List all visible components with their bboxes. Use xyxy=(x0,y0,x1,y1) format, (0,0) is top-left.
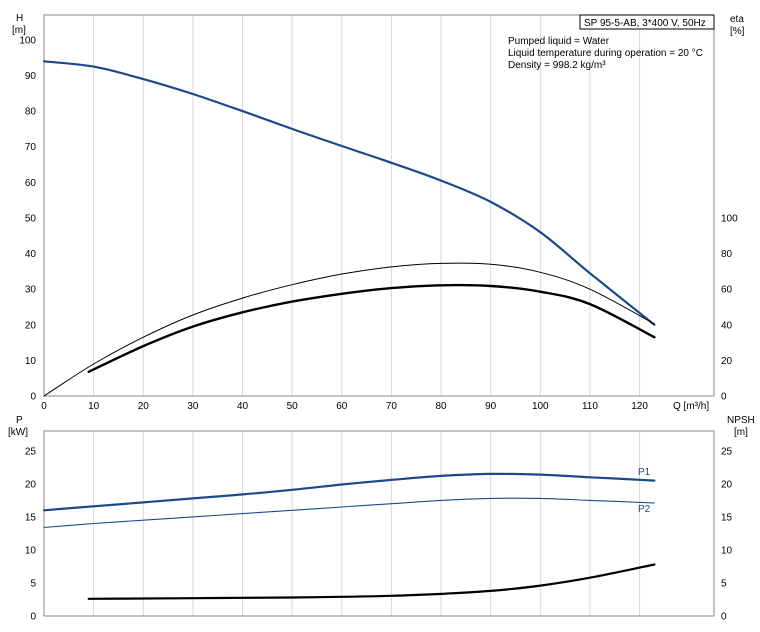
y-left-tick-label: 10 xyxy=(25,356,37,367)
y-right-tick-label: 10 xyxy=(721,545,733,556)
title-box xyxy=(579,14,715,30)
y-right-tick-label: 15 xyxy=(721,512,733,523)
info-line-1: Pumped liquid = Water xyxy=(508,36,610,47)
y-left-tick-label: 20 xyxy=(25,479,37,490)
series-label-p2: P2 xyxy=(638,504,651,515)
power-axis-label-line2: [kW] xyxy=(8,427,28,438)
x-tick-label: 50 xyxy=(287,401,299,412)
eta-axis-label-line1: eta xyxy=(730,14,744,25)
x-tick-label: 70 xyxy=(386,401,398,412)
y-right-tick-label: 100 xyxy=(721,213,738,224)
y-right-tick-label: 80 xyxy=(721,249,733,260)
info-line-3: Density = 998.2 kg/m³ xyxy=(508,60,606,71)
npsh-axis-label-line2: [m] xyxy=(734,427,748,438)
eta-axis-label-line2: [%] xyxy=(730,26,745,37)
bottom-panel-grid xyxy=(93,431,641,616)
top-panel-grid xyxy=(93,15,641,396)
bottom-panel-frame xyxy=(43,430,715,617)
y-left-tick-label: 0 xyxy=(30,392,36,403)
series-line-0-2 xyxy=(87,283,656,373)
y-left-tick-label: 25 xyxy=(25,446,37,457)
x-tick-label: 20 xyxy=(138,401,150,412)
y-right-tick-label: 0 xyxy=(721,392,727,403)
y-left-tick-label: 100 xyxy=(19,35,36,46)
top-panel-ticks: 0 10 20 30 40 50 60 70 80 90 100 110 120 0 10 20 30 40 50 6… xyxy=(19,35,738,412)
x-tick-label: 100 xyxy=(532,401,549,412)
chart-title: SP 95-5-AB, 3*400 V, 50Hz xyxy=(584,18,706,29)
series-line-0-0 xyxy=(42,60,656,326)
x-tick-label: 40 xyxy=(237,401,249,412)
y-left-tick-label: 70 xyxy=(25,142,37,153)
npsh-axis-label-line1: NPSH xyxy=(727,415,755,426)
y-right-tick-label: 20 xyxy=(721,479,733,490)
y-right-tick-label: 60 xyxy=(721,285,733,296)
x-tick-label: 30 xyxy=(187,401,199,412)
y-left-tick-label: 50 xyxy=(25,213,37,224)
y-right-tick-label: 40 xyxy=(721,320,733,331)
y-left-tick-label: 80 xyxy=(25,107,37,118)
flow-axis-label: Q [m³/h] xyxy=(673,401,709,412)
series-line-1-1 xyxy=(43,497,655,529)
series-line-0-1 xyxy=(43,262,655,397)
y-right-tick-label: 25 xyxy=(721,446,733,457)
x-tick-label: 110 xyxy=(582,401,598,412)
series-label-p1: P1 xyxy=(638,467,651,478)
x-tick-label: 60 xyxy=(336,401,348,412)
y-left-tick-label: 5 xyxy=(30,578,36,589)
y-left-tick-label: 20 xyxy=(25,320,37,331)
top-panel-series xyxy=(42,60,656,397)
y-left-tick-label: 90 xyxy=(25,71,37,82)
y-right-tick-label: 0 xyxy=(721,612,727,623)
y-right-tick-label: 5 xyxy=(721,578,727,589)
series-line-1-0 xyxy=(42,472,656,512)
y-left-tick-label: 30 xyxy=(25,285,37,296)
head-axis-label-line1: H xyxy=(16,13,23,24)
y-left-tick-label: 15 xyxy=(25,512,37,523)
info-line-2: Liquid temperature during operation = 20… xyxy=(508,48,703,59)
y-left-tick-label: 0 xyxy=(30,612,36,623)
y-left-tick-label: 60 xyxy=(25,178,37,189)
bottom-panel-series xyxy=(42,472,656,600)
top-panel-frame xyxy=(43,14,715,397)
x-tick-label: 10 xyxy=(88,401,100,412)
power-axis-label-line1: P xyxy=(16,415,23,426)
y-left-tick-label: 10 xyxy=(25,545,37,556)
bottom-panel-ticks: 0 5 10 15 20 25 0 5 10 15 20 25 xyxy=(25,446,733,622)
y-right-tick-label: 20 xyxy=(721,356,733,367)
head-axis-label-line2: [m] xyxy=(12,25,26,36)
x-tick-label: 80 xyxy=(435,401,447,412)
x-tick-label: 0 xyxy=(41,401,47,412)
y-left-tick-label: 40 xyxy=(25,249,37,260)
x-tick-label: 90 xyxy=(485,401,497,412)
series-line-1-2 xyxy=(87,563,656,600)
x-tick-label: 120 xyxy=(631,401,648,412)
